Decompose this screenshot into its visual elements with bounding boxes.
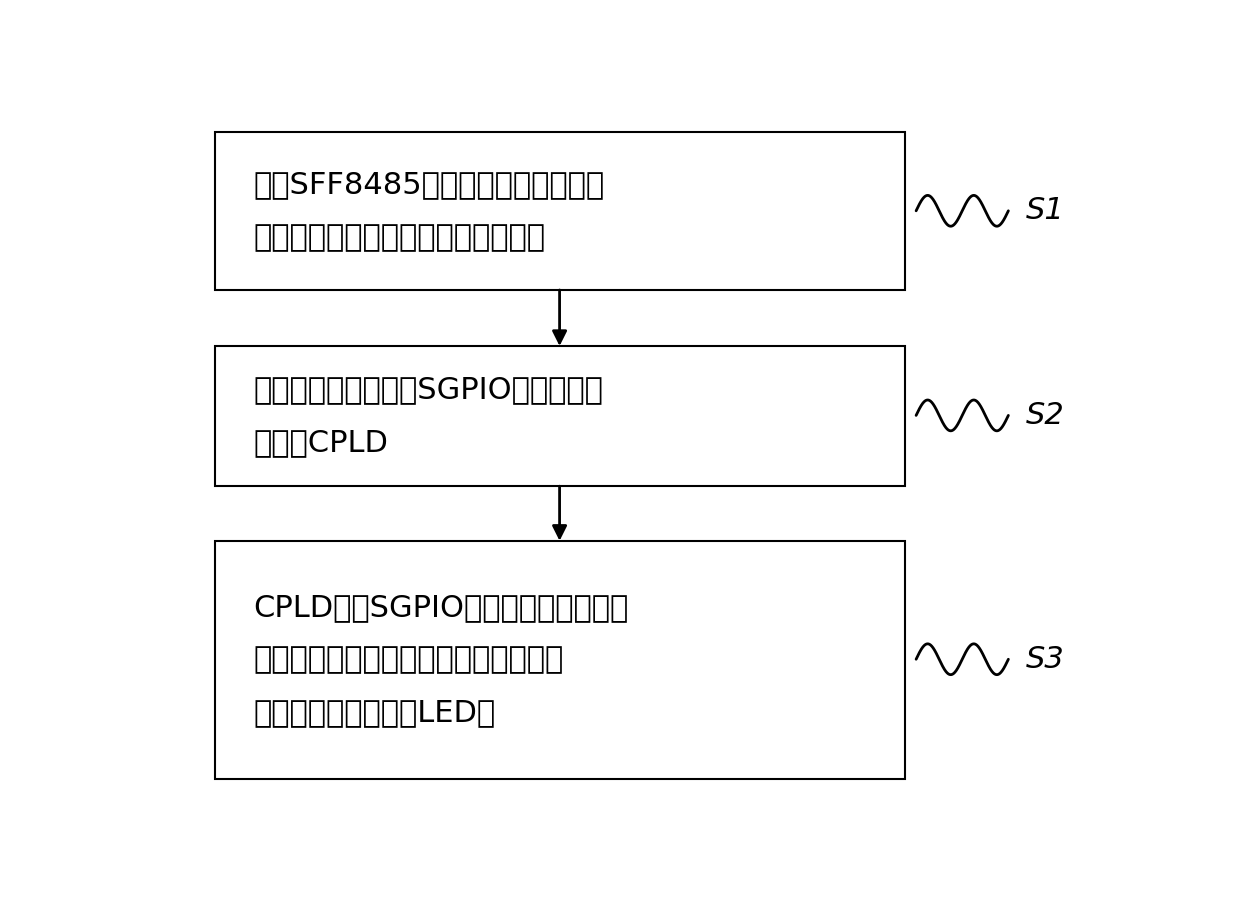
Text: CPLD解析SGPIO信号得到点灯指令数: CPLD解析SGPIO信号得到点灯指令数 — [253, 593, 629, 622]
Text: 扩展SFF8485通信机制，将每组硬盘: 扩展SFF8485通信机制，将每组硬盘 — [253, 170, 604, 199]
Bar — [215, 346, 904, 486]
Bar — [215, 132, 904, 290]
Text: 下发给CPLD: 下发给CPLD — [253, 428, 388, 457]
Text: S2: S2 — [1025, 401, 1064, 430]
Text: 的点灯指令使用一个或多个字节表示: 的点灯指令使用一个或多个字节表示 — [253, 223, 546, 252]
Text: S3: S3 — [1025, 645, 1064, 673]
Bar — [215, 541, 904, 779]
Text: 号输出给对应硬盘的LED灯: 号输出给对应硬盘的LED灯 — [253, 698, 495, 727]
Text: S1: S1 — [1025, 197, 1064, 226]
Text: 将硬盘的点灯指令以SGPIO信号的形式: 将硬盘的点灯指令以SGPIO信号的形式 — [253, 375, 603, 404]
Text: 据，然后将点灯指令数据转换为点灯信: 据，然后将点灯指令数据转换为点灯信 — [253, 645, 563, 674]
